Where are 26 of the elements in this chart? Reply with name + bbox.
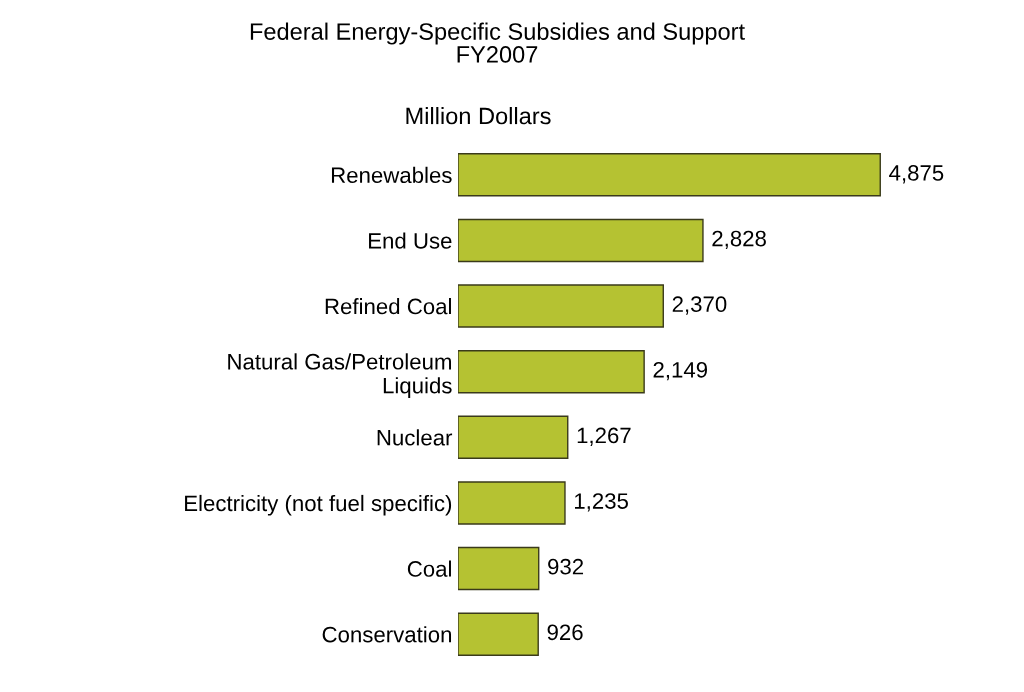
bar — [458, 349, 645, 394]
data-label: 1,267 — [577, 427, 631, 446]
y-tick-label: Conservation — [322, 626, 452, 643]
bar — [458, 284, 664, 328]
bar — [458, 415, 569, 460]
y-tick-label: Coal — [407, 560, 451, 577]
y-tick-label: Electricity (not fuel specific) — [185, 494, 452, 516]
bar — [458, 481, 566, 525]
y-tick-label: Natural Gas/Petroleum Liquids — [228, 353, 452, 398]
data-label: 1,235 — [575, 493, 628, 512]
chart-subtitle: Million Dollars — [406, 107, 551, 125]
bar — [458, 546, 540, 591]
data-label: 2,828 — [712, 230, 766, 250]
data-label: 932 — [548, 558, 584, 575]
data-label: 926 — [547, 624, 583, 641]
y-tick-label: Nuclear — [377, 429, 453, 446]
bar — [458, 218, 704, 263]
y-tick-label: End Use — [369, 232, 452, 249]
chart-title: Federal Energy-Specific Subsidies and Support FY2007 — [250, 22, 745, 63]
data-label: 4,875 — [889, 165, 944, 184]
y-tick-label: Renewables — [331, 166, 452, 184]
bar — [458, 153, 881, 197]
data-label: 2,149 — [653, 361, 708, 381]
data-label: 2,370 — [672, 296, 727, 315]
y-tick-label: Refined Coal — [325, 298, 451, 315]
bar — [458, 612, 539, 656]
